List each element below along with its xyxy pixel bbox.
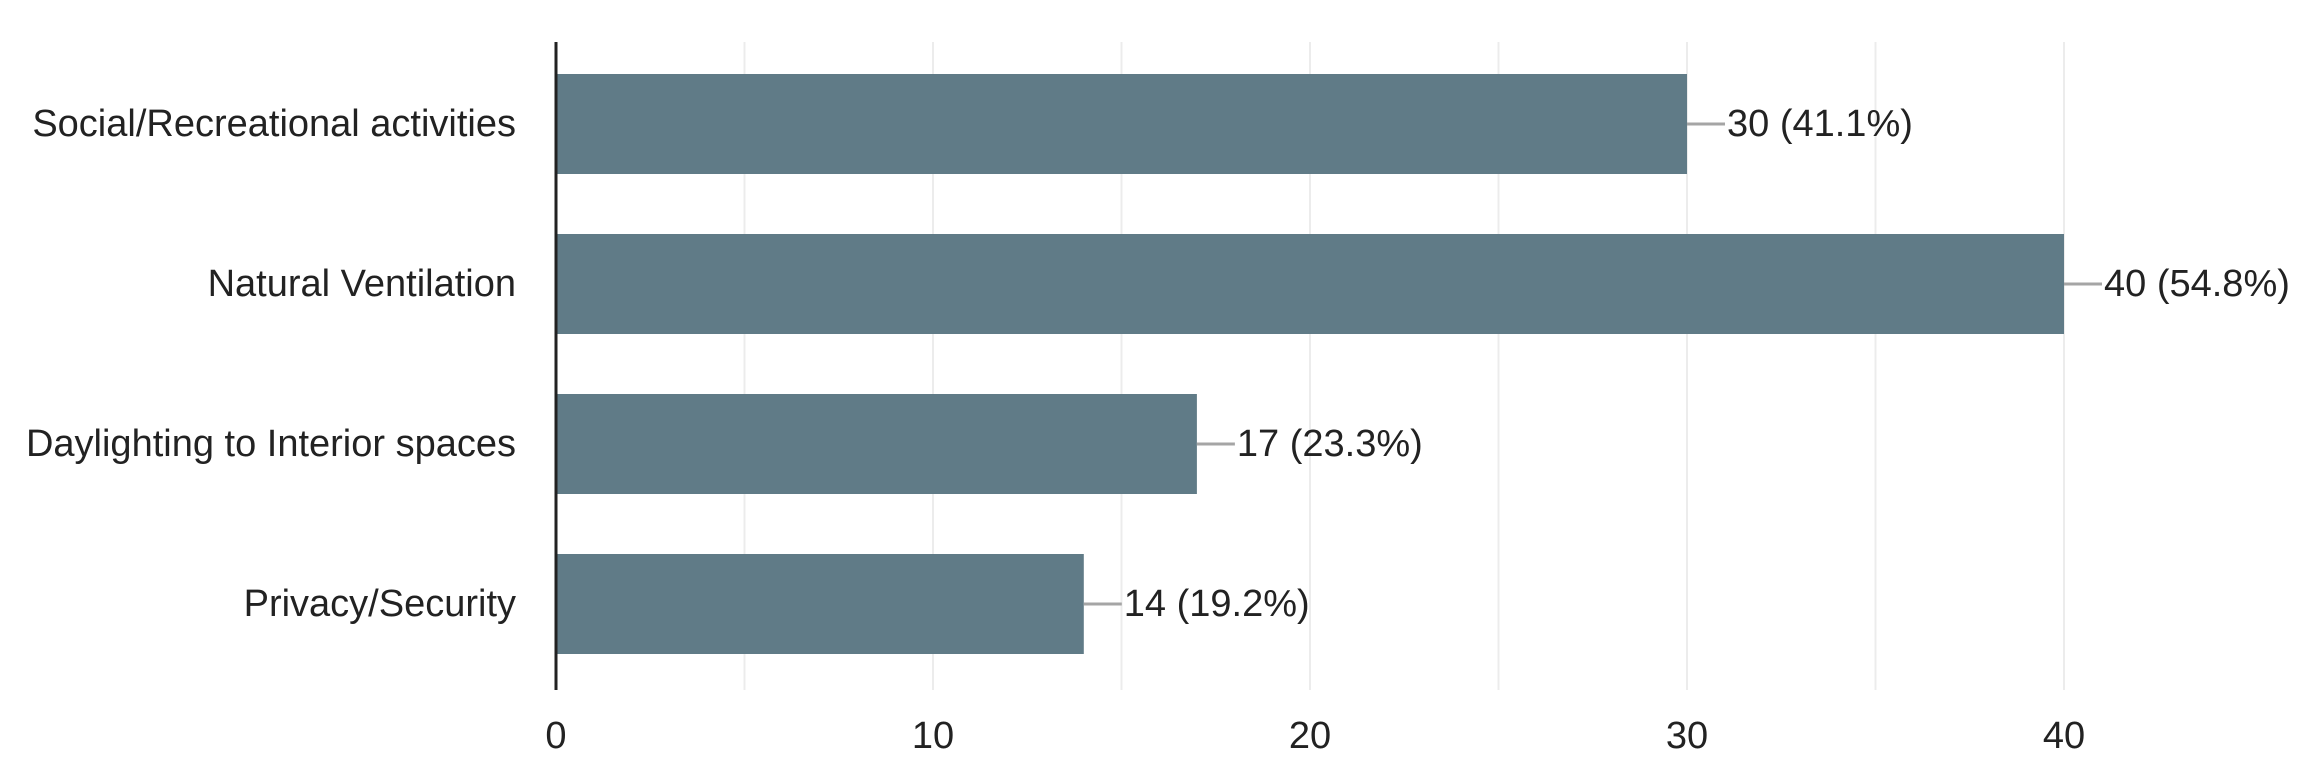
x-tick-label: 20 xyxy=(1289,715,1331,757)
category-label: Social/Recreational activities xyxy=(32,103,516,145)
x-tick-label: 0 xyxy=(545,715,566,757)
category-label: Privacy/Security xyxy=(244,583,516,625)
labels-layer: Social/Recreational activities 30 (41.1%)… xyxy=(26,103,2290,625)
bar xyxy=(556,554,1084,654)
bar xyxy=(556,74,1687,174)
bar xyxy=(556,394,1197,494)
category-label: Natural Ventilation xyxy=(208,263,516,305)
category-label: Daylighting to Interior spaces xyxy=(26,423,516,465)
bar xyxy=(556,234,2064,334)
axis-layer: 0 10 20 30 40 xyxy=(545,42,2085,757)
x-tick-label: 10 xyxy=(912,715,954,757)
data-label: 30 (41.1%) xyxy=(1727,103,1913,145)
data-label: 17 (23.3%) xyxy=(1237,423,1423,465)
x-tick-label: 40 xyxy=(2043,715,2085,757)
bars-layer xyxy=(556,74,2064,654)
data-label: 14 (19.2%) xyxy=(1124,583,1310,625)
x-tick-label: 30 xyxy=(1666,715,1708,757)
data-label: 40 (54.8%) xyxy=(2104,263,2290,305)
